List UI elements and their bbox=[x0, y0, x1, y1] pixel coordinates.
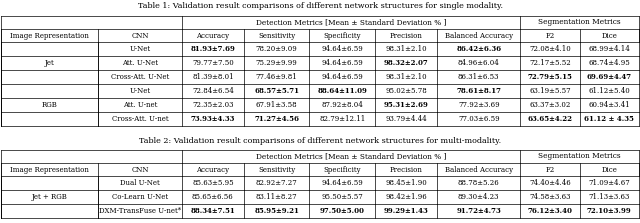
Text: Dice: Dice bbox=[602, 31, 618, 39]
Text: 91.72±4.73: 91.72±4.73 bbox=[456, 207, 501, 215]
Text: CNN: CNN bbox=[131, 31, 149, 39]
Text: Sensitivity: Sensitivity bbox=[258, 165, 295, 173]
Text: 86.31±6.53: 86.31±6.53 bbox=[458, 73, 499, 81]
Text: 72.35±2.03: 72.35±2.03 bbox=[192, 101, 234, 109]
Text: 72.79±5.15: 72.79±5.15 bbox=[528, 73, 573, 81]
Text: 61.12±5.40: 61.12±5.40 bbox=[589, 87, 630, 95]
Text: Specificity: Specificity bbox=[323, 31, 361, 39]
Text: 83.11±8.27: 83.11±8.27 bbox=[256, 193, 298, 201]
Text: Segmentation Metrics: Segmentation Metrics bbox=[538, 19, 621, 27]
Text: 78.61±8.17: 78.61±8.17 bbox=[456, 87, 501, 95]
Text: Detection Metrics [Mean ± Standard Deviation % ]: Detection Metrics [Mean ± Standard Devia… bbox=[256, 153, 447, 161]
Text: 63.19±5.57: 63.19±5.57 bbox=[529, 87, 571, 95]
Text: 99.29±1.43: 99.29±1.43 bbox=[383, 207, 428, 215]
Text: 73.93±4.33: 73.93±4.33 bbox=[191, 115, 235, 123]
Text: 82.79±12.11: 82.79±12.11 bbox=[319, 115, 365, 123]
Text: 95.31±2.69: 95.31±2.69 bbox=[383, 101, 428, 109]
Text: 60.94±3.41: 60.94±3.41 bbox=[589, 101, 630, 109]
Text: 98.32±2.07: 98.32±2.07 bbox=[383, 59, 428, 67]
Text: 72.17±5.52: 72.17±5.52 bbox=[529, 59, 571, 67]
Text: 71.09±4.67: 71.09±4.67 bbox=[589, 179, 630, 187]
Text: Table 2: Validation result comparisons of different network structures for multi: Table 2: Validation result comparisons o… bbox=[139, 137, 501, 145]
Text: Co-Learn U-Net: Co-Learn U-Net bbox=[112, 193, 168, 201]
Text: 98.31±2.10: 98.31±2.10 bbox=[385, 73, 427, 81]
Text: 88.34±7.51: 88.34±7.51 bbox=[191, 207, 236, 215]
Text: Table 1: Validation result comparisons of different network structures for singl: Table 1: Validation result comparisons o… bbox=[138, 2, 502, 10]
Text: Cross-Att. U-Net: Cross-Att. U-Net bbox=[111, 73, 170, 81]
Text: DXM-TransFuse U-net*: DXM-TransFuse U-net* bbox=[99, 207, 181, 215]
Text: 72.08±4.10: 72.08±4.10 bbox=[529, 45, 571, 53]
Text: 94.64±6.59: 94.64±6.59 bbox=[321, 45, 363, 53]
Text: Att. U-Net: Att. U-Net bbox=[122, 59, 158, 67]
Text: 82.92±7.27: 82.92±7.27 bbox=[256, 179, 298, 187]
Text: 63.37±3.02: 63.37±3.02 bbox=[529, 101, 571, 109]
Text: 85.63±5.95: 85.63±5.95 bbox=[192, 179, 234, 187]
Text: U-Net: U-Net bbox=[130, 45, 151, 53]
Text: 72.10±3.99: 72.10±3.99 bbox=[587, 207, 632, 215]
Text: Att. U-net: Att. U-net bbox=[123, 101, 157, 109]
Text: Balanced Accuracy: Balanced Accuracy bbox=[445, 31, 513, 39]
Text: Segmentation Metrics: Segmentation Metrics bbox=[538, 153, 621, 161]
Text: 94.64±6.59: 94.64±6.59 bbox=[321, 73, 363, 81]
Text: 84.96±6.04: 84.96±6.04 bbox=[458, 59, 500, 67]
Text: Sensitivity: Sensitivity bbox=[258, 31, 295, 39]
Text: 63.65±4.22: 63.65±4.22 bbox=[527, 115, 573, 123]
Text: Dual U-Net: Dual U-Net bbox=[120, 179, 160, 187]
Text: 74.40±4.46: 74.40±4.46 bbox=[529, 179, 571, 187]
Text: Dice: Dice bbox=[602, 165, 618, 173]
Text: 89.30±4.23: 89.30±4.23 bbox=[458, 193, 499, 201]
Text: 68.74±4.95: 68.74±4.95 bbox=[589, 59, 630, 67]
Text: F2: F2 bbox=[545, 31, 555, 39]
Text: 81.39±8.01: 81.39±8.01 bbox=[192, 73, 234, 81]
Text: 67.91±3.58: 67.91±3.58 bbox=[256, 101, 298, 109]
Text: Jet + RGB: Jet + RGB bbox=[32, 193, 68, 201]
Text: 75.29±9.99: 75.29±9.99 bbox=[256, 59, 298, 67]
Text: 98.31±2.10: 98.31±2.10 bbox=[385, 45, 427, 53]
Text: 71.13±3.63: 71.13±3.63 bbox=[589, 193, 630, 201]
Text: 78.20±9.09: 78.20±9.09 bbox=[256, 45, 298, 53]
Text: Detection Metrics [Mean ± Standard Deviation % ]: Detection Metrics [Mean ± Standard Devia… bbox=[256, 19, 447, 27]
Text: Cross-Att. U-net: Cross-Att. U-net bbox=[112, 115, 168, 123]
Text: F2: F2 bbox=[545, 165, 555, 173]
Text: 81.93±7.69: 81.93±7.69 bbox=[191, 45, 236, 53]
Text: 98.42±1.96: 98.42±1.96 bbox=[385, 193, 427, 201]
Text: 97.50±5.00: 97.50±5.00 bbox=[320, 207, 365, 215]
Text: Balanced Accuracy: Balanced Accuracy bbox=[445, 165, 513, 173]
Text: 85.95±9.21: 85.95±9.21 bbox=[254, 207, 299, 215]
Text: U-Net: U-Net bbox=[130, 87, 151, 95]
Text: 77.03±6.59: 77.03±6.59 bbox=[458, 115, 499, 123]
Text: 77.46±9.81: 77.46±9.81 bbox=[256, 73, 298, 81]
Text: 95.02±5.78: 95.02±5.78 bbox=[385, 87, 427, 95]
Text: 95.50±5.57: 95.50±5.57 bbox=[321, 193, 363, 201]
Text: Precision: Precision bbox=[390, 31, 422, 39]
Text: RGB: RGB bbox=[42, 101, 58, 109]
Text: 98.45±1.90: 98.45±1.90 bbox=[385, 179, 427, 187]
Text: 74.58±3.63: 74.58±3.63 bbox=[529, 193, 571, 201]
Text: 93.79±4.44: 93.79±4.44 bbox=[385, 115, 427, 123]
Text: Image Representation: Image Representation bbox=[10, 31, 89, 39]
Text: Image Representation: Image Representation bbox=[10, 165, 89, 173]
Text: Precision: Precision bbox=[390, 165, 422, 173]
Text: 77.92±3.69: 77.92±3.69 bbox=[458, 101, 499, 109]
Text: 94.64±6.59: 94.64±6.59 bbox=[321, 59, 363, 67]
Text: 86.42±6.36: 86.42±6.36 bbox=[456, 45, 501, 53]
Text: 61.12 ± 4.35: 61.12 ± 4.35 bbox=[584, 115, 634, 123]
Text: Specificity: Specificity bbox=[323, 165, 361, 173]
Text: 85.65±6.56: 85.65±6.56 bbox=[192, 193, 234, 201]
Text: Jet: Jet bbox=[45, 59, 54, 67]
Text: 79.77±7.50: 79.77±7.50 bbox=[192, 59, 234, 67]
Text: 76.12±3.40: 76.12±3.40 bbox=[528, 207, 573, 215]
Text: 68.99±4.14: 68.99±4.14 bbox=[589, 45, 630, 53]
Text: CNN: CNN bbox=[131, 165, 149, 173]
Text: 88.64±11.09: 88.64±11.09 bbox=[317, 87, 367, 95]
Text: 68.57±5.71: 68.57±5.71 bbox=[254, 87, 299, 95]
Text: 94.64±6.59: 94.64±6.59 bbox=[321, 179, 363, 187]
Text: 87.92±8.04: 87.92±8.04 bbox=[321, 101, 363, 109]
Text: Accuracy: Accuracy bbox=[196, 165, 229, 173]
Text: 69.69±4.47: 69.69±4.47 bbox=[587, 73, 632, 81]
Text: 71.27±4.56: 71.27±4.56 bbox=[254, 115, 299, 123]
Text: 88.78±5.26: 88.78±5.26 bbox=[458, 179, 500, 187]
Text: 72.84±6.54: 72.84±6.54 bbox=[192, 87, 234, 95]
Text: Accuracy: Accuracy bbox=[196, 31, 229, 39]
